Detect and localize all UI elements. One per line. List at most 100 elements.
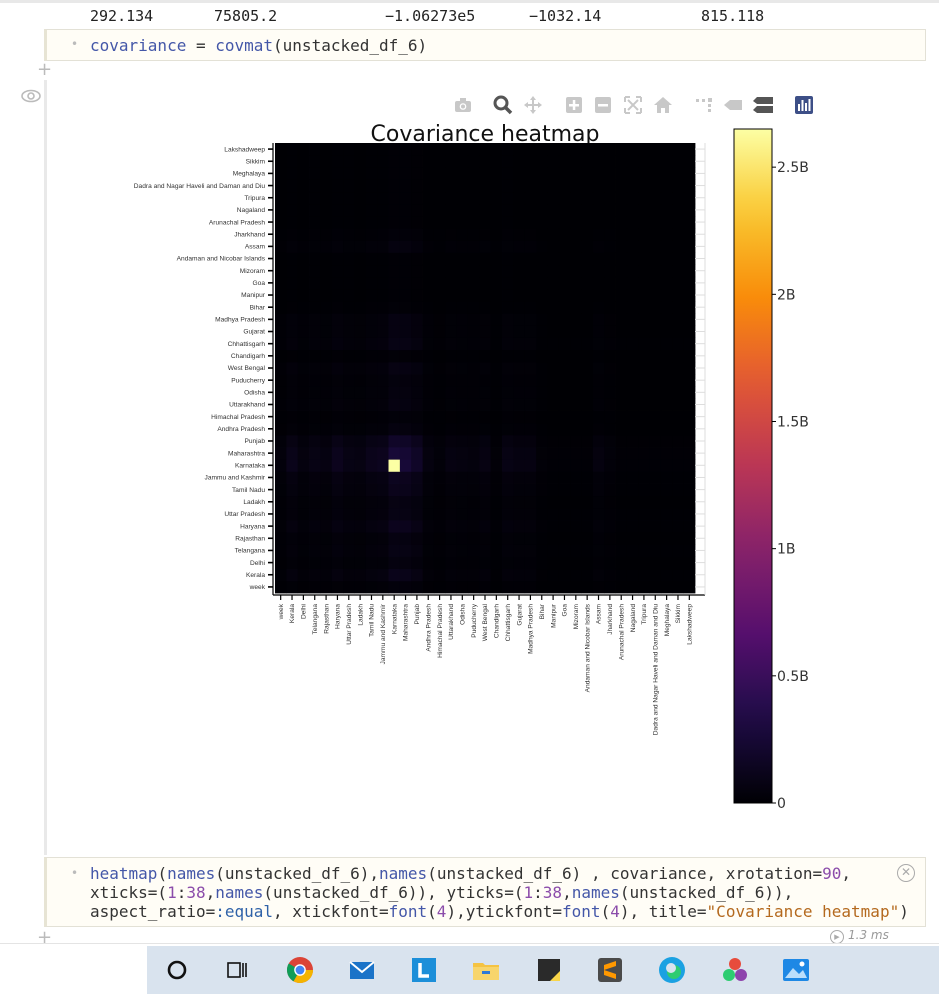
y-tick-label: Chhattisgarh	[228, 341, 266, 348]
heatmap-cell	[502, 264, 514, 278]
heatmap-cell	[445, 337, 458, 351]
heatmap-cell	[547, 532, 560, 545]
heatmap-cell	[626, 361, 639, 375]
heatmap-cell	[377, 471, 389, 484]
covariance-heatmap-chart[interactable]: Covariance heatmap weekKeralaDelhiTelang…	[0, 110, 939, 890]
heatmap-cell	[615, 410, 628, 424]
heatmap-cell	[331, 447, 344, 460]
heatmap-cell	[354, 410, 367, 424]
sublime-text-icon[interactable]	[594, 954, 626, 986]
heatmap-cell	[502, 520, 514, 533]
heatmap-cell	[388, 507, 401, 521]
heatmap-cell	[626, 434, 639, 448]
heatmap-cell	[467, 422, 480, 436]
heatmap-cell	[433, 422, 446, 436]
home-icon[interactable]	[652, 94, 674, 116]
heatmap-cell	[672, 471, 685, 484]
heatmap-cell	[275, 252, 287, 266]
heatmap-cell	[388, 155, 401, 168]
photos-icon[interactable]	[780, 954, 812, 986]
heatmap-cell	[399, 422, 412, 436]
heatmap-cell	[297, 495, 310, 509]
plotly-logo-icon[interactable]	[793, 94, 815, 116]
add-cell-button[interactable]: +	[37, 927, 53, 948]
code-token: (unstacked_df_6)	[273, 36, 428, 55]
heatmap-cell	[320, 143, 333, 156]
code-token: heatmap	[90, 864, 158, 883]
spike-lines-icon[interactable]	[692, 94, 714, 116]
heatmap-cell	[411, 228, 423, 241]
task-view-icon[interactable]	[221, 954, 253, 986]
heatmap-cell	[513, 568, 526, 582]
heatmap-cell	[467, 228, 480, 241]
heatmap-cell	[365, 410, 378, 424]
mail-icon[interactable]	[346, 954, 378, 986]
y-tick-label: Assam	[245, 244, 266, 251]
heatmap-cell	[672, 398, 685, 411]
heatmap-cell	[343, 301, 355, 314]
heatmap-cell	[626, 337, 639, 351]
heatmap-cell	[683, 386, 696, 399]
sticky-notes-icon[interactable]	[533, 954, 565, 986]
code-line-2[interactable]: xticks=(1:38,names(unstacked_df_6)), yti…	[90, 883, 793, 902]
heatmap-cell	[445, 191, 458, 205]
code-line[interactable]: covariance = covmat(unstacked_df_6)	[90, 36, 427, 55]
heatmap-cell	[626, 520, 639, 533]
autoscale-icon[interactable]	[622, 94, 644, 116]
zoom-in-icon[interactable]	[563, 94, 585, 116]
heatmap-cell	[558, 459, 571, 472]
heatmap-cell	[467, 361, 480, 375]
heatmap-cell	[297, 276, 310, 290]
heatmap-cell	[558, 167, 571, 180]
eye-icon[interactable]	[20, 88, 42, 104]
code-cell-heatmap[interactable]: • heatmap(names(unstacked_df_6),names(un…	[44, 857, 926, 927]
heatmap-cell	[581, 386, 594, 399]
heatmap-cell	[365, 143, 378, 156]
heatmap-cell	[626, 301, 639, 314]
heatmap-cell	[592, 532, 605, 545]
close-icon[interactable]: ✕	[897, 864, 915, 882]
heatmap-cell	[513, 191, 526, 205]
heatmap-cell	[309, 325, 321, 338]
heatmap-cell	[592, 325, 605, 338]
heatmap-cell	[309, 215, 321, 229]
heatmap-cell	[479, 276, 492, 290]
heatmap-cell	[467, 459, 480, 472]
chrome-icon[interactable]	[284, 954, 316, 986]
heatmap-cell	[309, 495, 321, 509]
heatmap-cell	[331, 313, 344, 326]
code-line-3[interactable]: aspect_ratio=:equal, xtickfont=font(4),y…	[90, 902, 909, 921]
heatmap-cell	[592, 520, 605, 533]
heatmap-cell	[683, 240, 696, 253]
heatmap-cell	[343, 215, 355, 229]
heatmap-cell	[524, 532, 537, 545]
heatmap-cell	[365, 240, 378, 253]
heatmap-cell	[672, 252, 685, 266]
add-cell-button[interactable]: +	[37, 59, 53, 80]
code-cell-covariance[interactable]: • covariance = covmat(unstacked_df_6)	[44, 29, 926, 61]
cortana-icon[interactable]	[161, 954, 193, 986]
pan-icon[interactable]	[522, 94, 544, 116]
heatmap-cell	[558, 228, 571, 241]
hover-closest-icon[interactable]	[722, 94, 744, 116]
code-line-1[interactable]: heatmap(names(unstacked_df_6),names(unst…	[90, 864, 851, 883]
heatmap-cell	[683, 580, 696, 594]
heatmap-cell	[547, 398, 560, 411]
heatmap-cell	[456, 544, 469, 557]
l-app-icon[interactable]	[408, 954, 440, 986]
heatmap-cell	[558, 301, 571, 314]
heatmap-cell	[524, 459, 537, 472]
heatmap-cell	[524, 264, 537, 278]
hover-compare-icon[interactable]	[752, 94, 774, 116]
camera-icon[interactable]	[452, 94, 474, 116]
heatmap-cell	[456, 422, 469, 436]
paint-3d-icon[interactable]	[719, 954, 751, 986]
heatmap-cell	[615, 471, 628, 484]
zoom-icon[interactable]	[492, 94, 514, 116]
zoom-out-icon[interactable]	[592, 94, 614, 116]
heatmap-cell	[399, 143, 412, 156]
heatmap-cell	[297, 532, 310, 545]
heatmap-cell	[343, 398, 355, 411]
edge-icon[interactable]	[656, 954, 688, 986]
file-explorer-icon[interactable]	[470, 954, 502, 986]
